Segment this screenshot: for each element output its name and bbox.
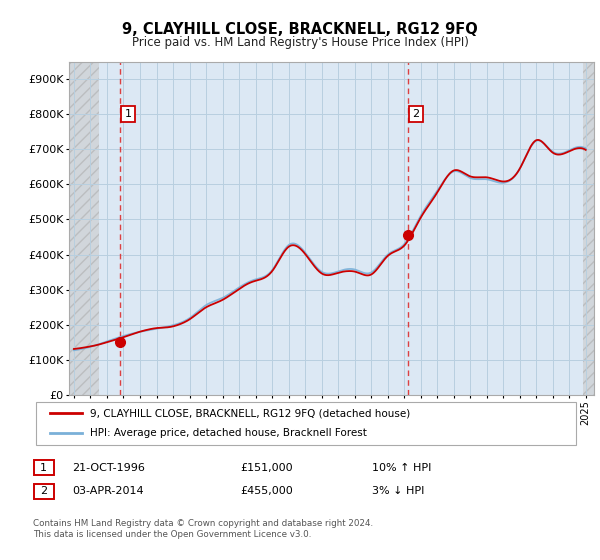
Text: £151,000: £151,000 [240,463,293,473]
Bar [69,62,99,395]
Text: 03-APR-2014: 03-APR-2014 [72,486,143,496]
Text: 21-OCT-1996: 21-OCT-1996 [72,463,145,473]
Text: 9, CLAYHILL CLOSE, BRACKNELL, RG12 9FQ (detached house): 9, CLAYHILL CLOSE, BRACKNELL, RG12 9FQ (… [90,408,410,418]
Text: 2: 2 [40,486,47,496]
Text: 1: 1 [40,463,47,473]
Text: 2: 2 [412,109,419,119]
Text: Price paid vs. HM Land Registry's House Price Index (HPI): Price paid vs. HM Land Registry's House … [131,36,469,49]
Text: 10% ↑ HPI: 10% ↑ HPI [372,463,431,473]
Text: Contains HM Land Registry data © Crown copyright and database right 2024.
This d: Contains HM Land Registry data © Crown c… [33,519,373,539]
FancyBboxPatch shape [36,402,576,445]
Text: 1: 1 [124,109,131,119]
FancyBboxPatch shape [34,460,53,475]
FancyBboxPatch shape [34,484,53,498]
Bar [583,62,594,395]
Text: £455,000: £455,000 [240,486,293,496]
Text: 3% ↓ HPI: 3% ↓ HPI [372,486,424,496]
Text: 9, CLAYHILL CLOSE, BRACKNELL, RG12 9FQ: 9, CLAYHILL CLOSE, BRACKNELL, RG12 9FQ [122,22,478,38]
Text: HPI: Average price, detached house, Bracknell Forest: HPI: Average price, detached house, Brac… [90,428,367,438]
